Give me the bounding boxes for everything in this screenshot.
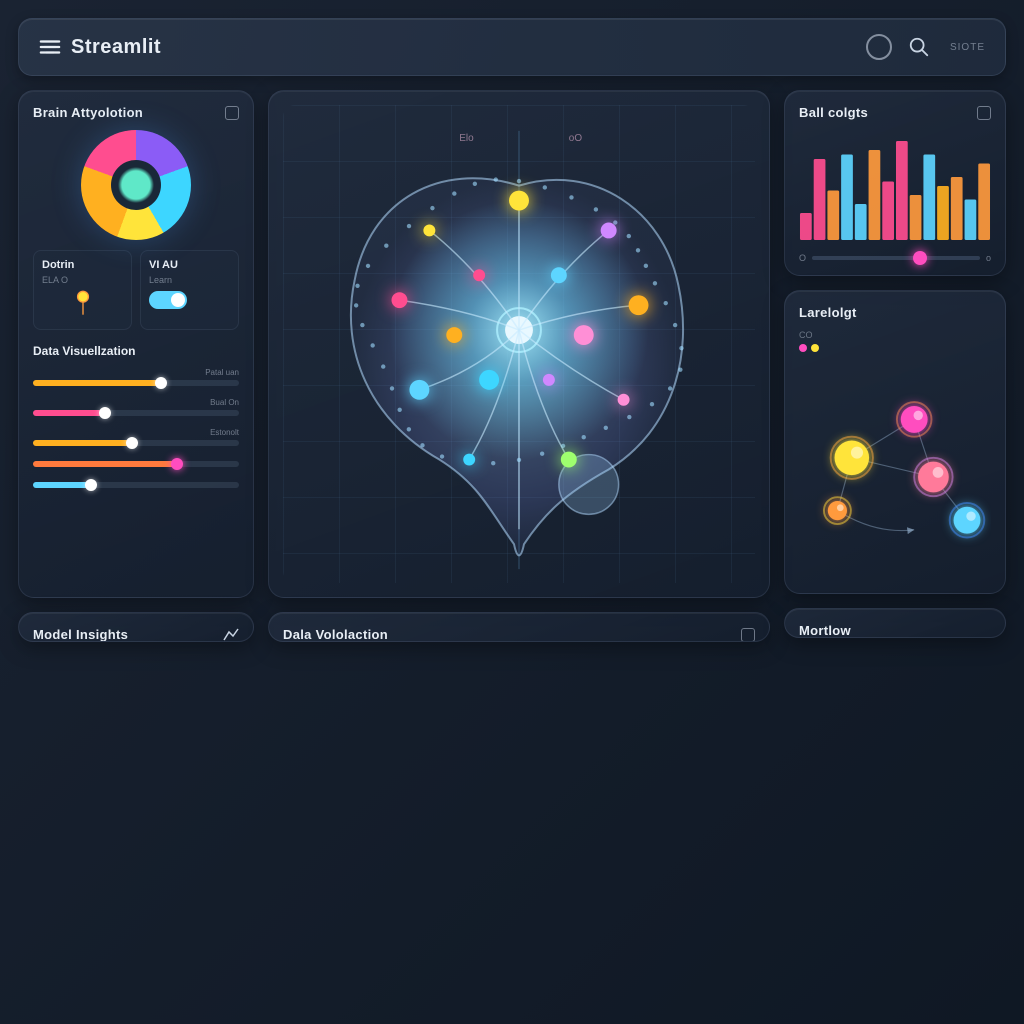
streamlit-logo-icon (39, 36, 61, 58)
viz-subsection-title: Data Visuellzation (33, 344, 239, 358)
axis-label-right: oO (569, 133, 583, 144)
bar-chart (799, 130, 991, 240)
legend-dot-icon (799, 344, 807, 352)
learn-toggle[interactable] (149, 291, 187, 309)
stat-sub: ELA O (42, 275, 123, 285)
stat-title: VI AU (149, 259, 230, 271)
expand-icon[interactable] (225, 106, 239, 120)
stat-sub: Learn (149, 275, 230, 285)
panel-title: Larelolgt (799, 305, 857, 320)
bar-slider[interactable]: O o (799, 253, 991, 263)
workflow-panel: Mortlow (784, 608, 1006, 638)
panel-title: Dala Vololaction (283, 627, 388, 642)
expand-icon[interactable] (977, 106, 991, 120)
stat-card-learn: VI AU Learn (140, 250, 239, 330)
panel-title: Model Insights (33, 627, 128, 642)
axis-label-left: Elo (459, 133, 474, 144)
network-graph (799, 358, 991, 548)
slider[interactable]: Patal uan (33, 368, 239, 386)
stat-card-dotrin: Dotrin ELA O (33, 250, 132, 330)
panel-title: Mortlow (799, 623, 851, 638)
pin-icon (74, 289, 92, 317)
legend-dot-icon (811, 344, 819, 352)
expand-icon[interactable] (741, 628, 755, 642)
slider[interactable] (33, 479, 239, 488)
panel-title: Ball colgts (799, 105, 868, 120)
slider[interactable] (33, 458, 239, 467)
network-sub: CO (799, 330, 991, 340)
slider[interactable]: Bual On (33, 398, 239, 416)
network-panel: Larelolgt CO (784, 290, 1006, 594)
search-icon[interactable] (906, 34, 932, 60)
trend-icon (223, 628, 239, 642)
slider[interactable]: Estonolt (33, 428, 239, 446)
status-circle-icon[interactable] (866, 34, 892, 60)
stat-title: Dotrin (42, 259, 123, 271)
brain-network-svg: Elo oO (269, 91, 769, 597)
app-header: Streamlit SIOTE (18, 18, 1006, 76)
data-vololaction-panel: Dala Vololaction 000007000001 1ph010o080… (268, 612, 770, 642)
donut-chart (81, 130, 191, 240)
brain-visualization-panel: Elo oO (268, 90, 770, 598)
panel-title: Brain Attyolotion (33, 105, 143, 120)
brand-title: Streamlit (71, 36, 161, 59)
header-note-label: SIOTE (950, 42, 985, 53)
bar-chart-panel: Ball colgts O o (784, 90, 1006, 276)
brain-attyolotion-panel: Brain Attyolotion Dotrin ELA O VI AU Lea… (18, 90, 254, 598)
model-insights-panel: Model Insights Cormsaure0/Otrunestion0/ (18, 612, 254, 642)
